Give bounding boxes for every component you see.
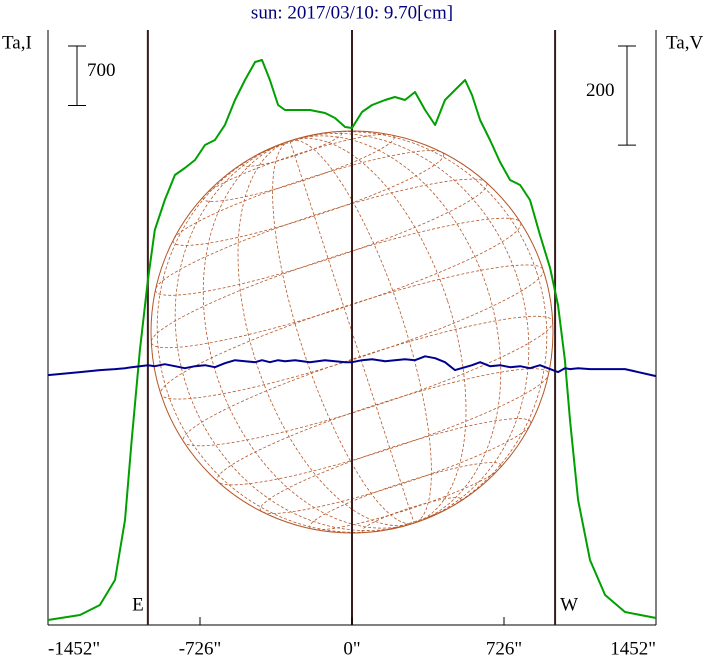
chart-title: sun: 2017/03/10: 9.70[cm] bbox=[251, 2, 453, 23]
y-axis-label: Ta,I bbox=[2, 32, 32, 53]
x-tick-label: 726" bbox=[486, 638, 522, 659]
x-tick-label: 1452" bbox=[610, 638, 656, 659]
limb-label: E bbox=[132, 594, 144, 615]
scale-bar-label: 200 bbox=[586, 80, 615, 101]
scale-bar-label: 700 bbox=[87, 60, 116, 81]
series-line bbox=[47, 355, 657, 378]
series-line bbox=[47, 59, 657, 621]
meridian bbox=[174, 133, 530, 531]
x-tick-label: 0" bbox=[343, 638, 360, 659]
meridian bbox=[237, 137, 467, 527]
y2-axis-label: Ta,V bbox=[666, 32, 703, 53]
x-tick-label: -1452" bbox=[48, 638, 100, 659]
x-tick-label: -726" bbox=[179, 638, 222, 659]
limb-label: W bbox=[560, 594, 578, 615]
parallel bbox=[150, 217, 522, 349]
